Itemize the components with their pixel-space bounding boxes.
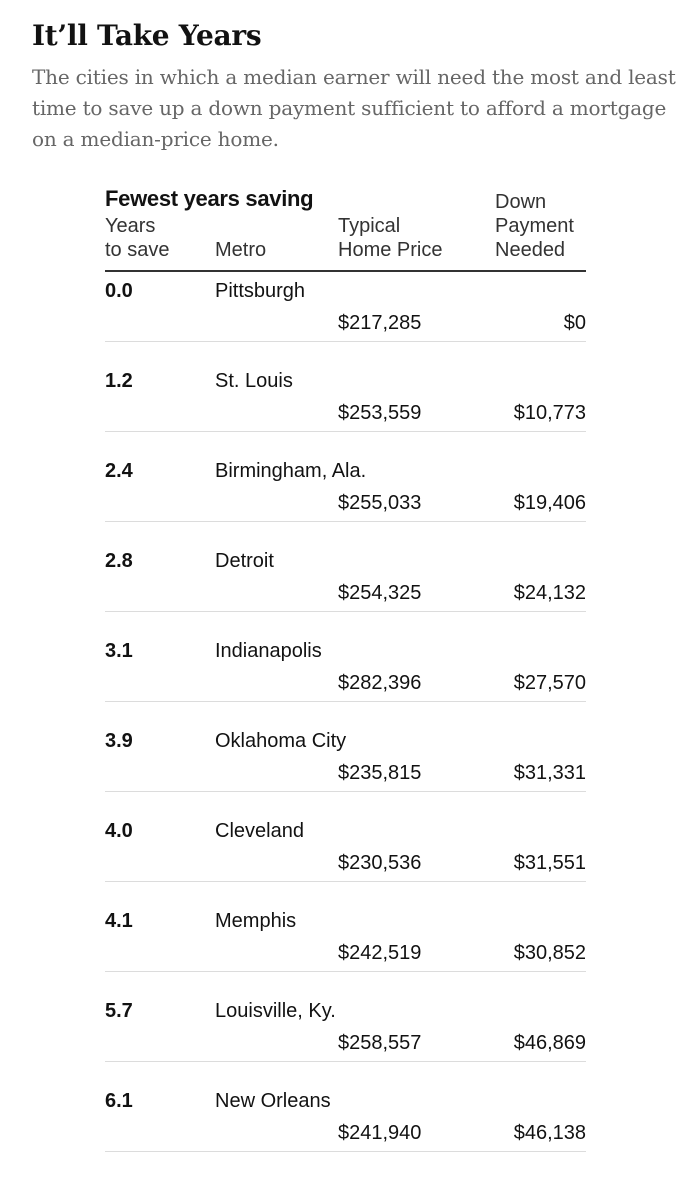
cell-down-payment: $46,869 bbox=[513, 1032, 586, 1054]
cell-metro: Memphis bbox=[215, 910, 297, 932]
cell-price: $258,557 bbox=[338, 1032, 422, 1054]
cell-metro: St. Louis bbox=[215, 370, 293, 392]
table-row: 3.1 Indianapolis $282,396 $27,570 bbox=[105, 612, 586, 702]
cell-down-payment: $30,852 bbox=[513, 942, 586, 964]
header-down-line: Down bbox=[495, 191, 547, 213]
header-down-line: Needed bbox=[495, 239, 566, 261]
header-price-line: Typical bbox=[338, 215, 401, 237]
cell-metro: Louisville, Ky. bbox=[215, 1000, 336, 1022]
cell-price: $253,559 bbox=[338, 402, 422, 424]
header-years: Years to save bbox=[105, 214, 205, 262]
cell-down-payment: $10,773 bbox=[513, 402, 586, 424]
cell-years: 3.1 bbox=[105, 640, 133, 662]
cell-price: $235,815 bbox=[338, 762, 422, 784]
cell-metro: Pittsburgh bbox=[215, 280, 306, 302]
cell-years: 1.2 bbox=[105, 370, 133, 392]
cell-years: 4.1 bbox=[105, 910, 133, 932]
table-row: 6.1 New Orleans $241,940 $46,138 bbox=[105, 1062, 586, 1152]
cell-price: $254,325 bbox=[338, 582, 422, 604]
cell-years: 0.0 bbox=[105, 280, 133, 302]
table-header: Years to save Metro Typical Home Price D… bbox=[105, 191, 586, 272]
header-down-line: Payment bbox=[495, 215, 574, 237]
cell-years: 2.8 bbox=[105, 550, 133, 572]
header-years-line: to save bbox=[105, 239, 170, 261]
cell-metro: Oklahoma City bbox=[215, 730, 347, 752]
cell-years: 3.9 bbox=[105, 730, 133, 752]
cell-years: 5.7 bbox=[105, 1000, 133, 1022]
cell-metro: New Orleans bbox=[215, 1090, 331, 1112]
cell-metro: Detroit bbox=[215, 550, 274, 572]
table-title: Fewest years saving bbox=[105, 186, 314, 211]
table-row: 2.4 Birmingham, Ala. $255,033 $19,406 bbox=[105, 432, 586, 522]
cell-down-payment: $31,551 bbox=[513, 852, 586, 874]
cell-years: 4.0 bbox=[105, 820, 133, 842]
table-row: 5.7 Louisville, Ky. $258,557 $46,869 bbox=[105, 972, 586, 1062]
cell-price: $242,519 bbox=[338, 942, 422, 964]
cell-price: $282,396 bbox=[338, 672, 422, 694]
cell-years: 6.1 bbox=[105, 1090, 133, 1112]
cell-down-payment: $46,138 bbox=[513, 1122, 586, 1144]
table-row: 4.1 Memphis $242,519 $30,852 bbox=[105, 882, 586, 972]
header-metro: Metro bbox=[215, 238, 325, 262]
header-down-payment: Down Payment Needed bbox=[495, 190, 586, 262]
cell-price: $230,536 bbox=[338, 852, 422, 874]
table-body: 0.0 Pittsburgh $217,285 $0 1.2 St. Louis… bbox=[105, 272, 586, 1152]
cell-price: $255,033 bbox=[338, 492, 422, 514]
table-row: 1.2 St. Louis $253,559 $10,773 bbox=[105, 342, 586, 432]
cell-metro: Cleveland bbox=[215, 820, 304, 842]
cell-down-payment: $24,132 bbox=[513, 582, 586, 604]
table-row: 2.8 Detroit $254,325 $24,132 bbox=[105, 522, 586, 612]
cell-metro: Birmingham, Ala. bbox=[215, 460, 367, 482]
cell-price: $241,940 bbox=[338, 1122, 422, 1144]
cell-down-payment: $0 bbox=[563, 312, 586, 334]
header-years-line: Years bbox=[105, 215, 156, 237]
header-price-line: Home Price bbox=[338, 239, 443, 261]
cell-price: $217,285 bbox=[338, 312, 422, 334]
header-price: Typical Home Price bbox=[338, 214, 468, 262]
cell-down-payment: $31,331 bbox=[513, 762, 586, 784]
cell-down-payment: $27,570 bbox=[513, 672, 586, 694]
cell-down-payment: $19,406 bbox=[513, 492, 586, 514]
table-row: 0.0 Pittsburgh $217,285 $0 bbox=[105, 272, 586, 342]
page-title: It’ll Take Years bbox=[32, 19, 262, 52]
table-row: 3.9 Oklahoma City $235,815 $31,331 bbox=[105, 702, 586, 792]
cell-metro: Indianapolis bbox=[215, 640, 322, 662]
page-subtitle: The cities in which a median earner will… bbox=[32, 65, 676, 151]
cell-years: 2.4 bbox=[105, 460, 133, 482]
table-row: 4.0 Cleveland $230,536 $31,551 bbox=[105, 792, 586, 882]
header-metro-line: Metro bbox=[215, 239, 267, 261]
